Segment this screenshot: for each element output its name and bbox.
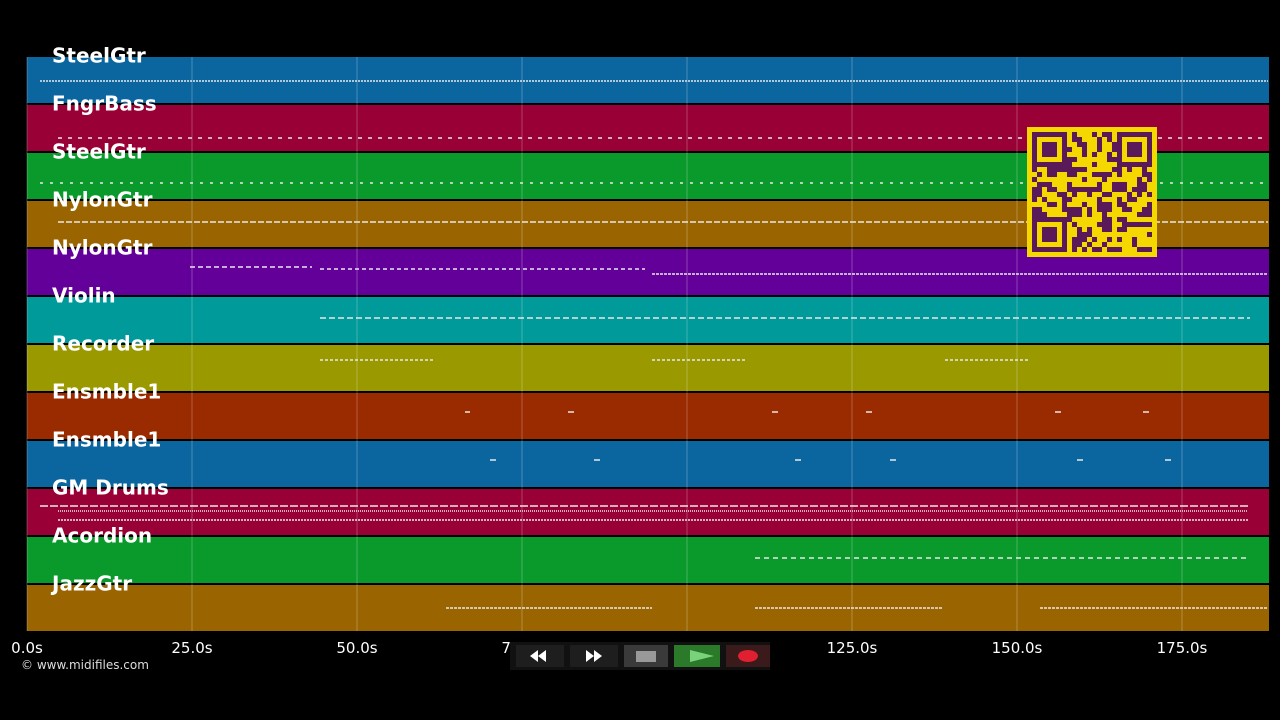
track-lane bbox=[27, 345, 1269, 391]
transport-controls bbox=[510, 642, 770, 670]
track-lane bbox=[27, 57, 1269, 103]
stop-button[interactable] bbox=[624, 645, 668, 667]
time-tick-label: 50.0s bbox=[336, 639, 377, 657]
track-name: Violin bbox=[52, 284, 116, 308]
track-name: Acordion bbox=[52, 524, 152, 548]
track-lane bbox=[27, 441, 1269, 487]
track-lane bbox=[27, 537, 1269, 583]
forward-button[interactable] bbox=[570, 645, 618, 667]
grid bbox=[26, 57, 1183, 631]
track-name: Ensmble1 bbox=[52, 380, 161, 404]
record-button[interactable] bbox=[726, 645, 770, 667]
labels: SteelGtr FngrBass SteelGtr NylonGtr NylonGtr… bbox=[50, 44, 169, 596]
track-name: GM Drums bbox=[52, 476, 169, 500]
track-name: FngrBass bbox=[52, 92, 157, 116]
track-lane bbox=[27, 489, 1269, 535]
time-tick-label: 175.0s bbox=[1157, 639, 1208, 657]
track-lane bbox=[27, 393, 1269, 439]
qr-code bbox=[1027, 127, 1157, 257]
track-name: Recorder bbox=[52, 332, 154, 356]
track-name: JazzGtr bbox=[50, 572, 132, 596]
time-tick-label: 125.0s bbox=[827, 639, 878, 657]
track-lane bbox=[27, 297, 1269, 343]
track-name: NylonGtr bbox=[52, 188, 153, 212]
track-name: NylonGtr bbox=[52, 236, 153, 260]
time-tick-label: 150.0s bbox=[992, 639, 1043, 657]
track-name: SteelGtr bbox=[52, 140, 146, 164]
credit: © www.midifiles.com bbox=[21, 658, 149, 672]
time-tick-label: 0.0s bbox=[11, 639, 43, 657]
track-name: SteelGtr bbox=[52, 44, 146, 68]
track-name: Ensmble1 bbox=[52, 428, 161, 452]
time-tick-label: 25.0s bbox=[171, 639, 212, 657]
rewind-button[interactable] bbox=[516, 645, 564, 667]
play-button[interactable] bbox=[674, 645, 720, 667]
